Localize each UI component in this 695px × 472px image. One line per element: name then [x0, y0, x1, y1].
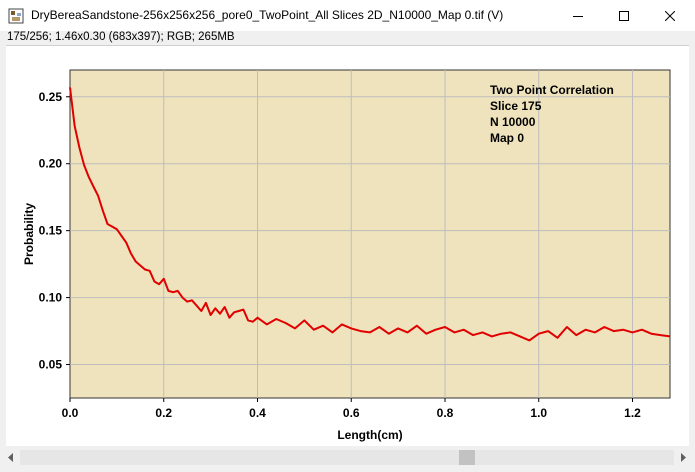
image-info-bar: 175/256; 1.46x0.30 (683x397); RGB; 265MB: [0, 31, 695, 45]
y-tick-label: 0.20: [39, 157, 63, 171]
correlation-line: [69, 87, 671, 342]
x-tick-label: 1.2: [624, 406, 641, 420]
scrollbar-track[interactable]: [20, 450, 674, 465]
close-button[interactable]: [647, 0, 693, 31]
x-tick-label: 0.0: [62, 406, 79, 420]
close-icon: [665, 10, 675, 21]
plot-legend: Two Point Correlation Slice 175 N 10000 Map…: [490, 83, 614, 145]
axis-ticks: 0.0 0.2 0.4 0.6 0.8 1.0 1.2 0.05 0.10 0.15 0.20 0.2…: [39, 90, 642, 420]
legend-line: Map 0: [490, 131, 524, 145]
y-tick-label: 0.10: [39, 291, 63, 305]
imagej-document-icon: [8, 8, 24, 24]
title-bar[interactable]: DryBereaSandstone-256x256x256_pore0_TwoP…: [0, 0, 695, 31]
grid-lines: [70, 70, 670, 398]
window-title: DryBereaSandstone-256x256x256_pore0_TwoP…: [31, 8, 504, 22]
minimize-button[interactable]: [555, 0, 601, 31]
minimize-icon: [573, 15, 583, 17]
arrow-left-icon[interactable]: [4, 450, 18, 465]
plot-area: [69, 69, 671, 399]
x-tick-label: 0.6: [343, 406, 360, 420]
y-tick-label: 0.25: [39, 90, 63, 104]
arrow-right-icon[interactable]: [676, 450, 690, 465]
x-axis-label: Length(cm): [337, 428, 402, 442]
y-tick-label: 0.15: [39, 224, 63, 238]
x-tick-label: 0.4: [249, 406, 266, 420]
x-tick-label: 0.8: [437, 406, 454, 420]
x-tick-label: 0.2: [155, 406, 172, 420]
maximize-icon: [619, 10, 629, 21]
image-canvas[interactable]: 0.0 0.2 0.4 0.6 0.8 1.0 1.2 0.05 0.10 0.15 0.20 0.2…: [6, 45, 689, 446]
scrollbar-thumb[interactable]: [459, 450, 475, 465]
image-info-text: 175/256; 1.46x0.30 (683x397); RGB; 265MB: [7, 31, 235, 43]
two-point-correlation-plot: 0.0 0.2 0.4 0.6 0.8 1.0 1.2 0.05 0.10 0.15 0.20 0.2…: [22, 69, 671, 442]
y-axis-label: Probability: [22, 203, 36, 265]
legend-line: N 10000: [490, 115, 536, 129]
legend-line: Two Point Correlation: [490, 83, 614, 97]
x-tick-label: 1.0: [530, 406, 547, 420]
maximize-button[interactable]: [601, 0, 647, 31]
y-tick-label: 0.05: [39, 358, 63, 372]
legend-line: Slice 175: [490, 99, 542, 113]
horizontal-scrollbar[interactable]: [0, 448, 695, 467]
data-series: [69, 87, 671, 342]
